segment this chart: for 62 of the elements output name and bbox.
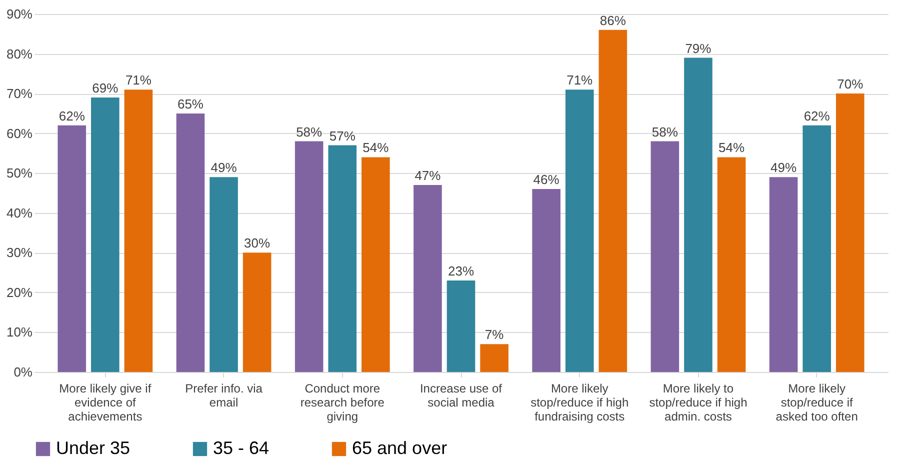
bar [684,58,712,372]
bar [91,98,120,372]
x-tick-label: Increase use of social media [420,382,503,410]
y-tick-label: 30% [6,245,33,260]
bar [769,177,798,372]
data-label: 70% [837,76,864,92]
x-tick-label: Prefer info. via email [185,382,263,410]
legend-label: 35 - 64 [213,438,270,458]
data-label: 23% [448,264,474,279]
data-label: 47% [414,168,442,184]
data-label: 58% [652,124,678,140]
bar [362,157,390,372]
y-tick-label: 40% [6,205,33,220]
data-label: 49% [770,160,797,176]
data-label: 7% [484,327,504,342]
x-tick-label: More likely to stop/reduce if high admin. costs [649,382,748,424]
bar [598,30,628,372]
bar [58,125,86,372]
y-tick-label: 80% [6,46,33,62]
y-tick-label: 10% [6,324,33,340]
bar [124,90,153,372]
x-tick-label: More likely give if evidence of achievements [59,382,152,424]
data-label: 58% [296,124,323,140]
bar [650,141,680,372]
bar [294,141,324,372]
bar [414,185,442,372]
bar [328,145,357,372]
y-tick-label: 90% [6,6,33,22]
data-label: 62% [58,108,86,124]
y-tick-label: 50% [6,166,33,181]
bar [210,177,238,372]
legend-label: Under 35 [56,438,130,458]
bar [836,94,864,372]
y-tick-label: 0% [14,364,33,380]
data-label: 54% [362,140,390,156]
bar [532,189,560,372]
bar [480,344,508,372]
bar [565,90,594,372]
data-label: 79% [685,40,712,56]
data-label: 65% [177,96,204,112]
bar [446,280,476,372]
x-tick-label: Conduct more research before giving [300,382,385,424]
legend-label: 65 and over [352,438,448,458]
bar [802,125,831,372]
bar [717,157,746,372]
data-label: 46% [533,172,560,188]
bar [176,113,205,372]
data-label: 57% [329,128,356,144]
bar [242,252,272,372]
x-tick-label: More likely stop/reduce if high fundraising costs [530,382,629,424]
data-label: 30% [244,236,271,251]
data-label: 71% [566,72,594,88]
x-tick-label: More likely stop/reduce if asked too often [776,382,858,424]
y-tick-label: 70% [6,86,33,102]
data-label: 49% [210,160,238,176]
data-label: 86% [600,12,626,28]
data-label: 62% [804,108,830,124]
data-label: 71% [125,72,152,88]
data-label: 54% [718,140,745,156]
y-tick-label: 60% [6,126,33,141]
data-label: 69% [92,80,119,96]
y-tick-label: 20% [6,284,33,300]
